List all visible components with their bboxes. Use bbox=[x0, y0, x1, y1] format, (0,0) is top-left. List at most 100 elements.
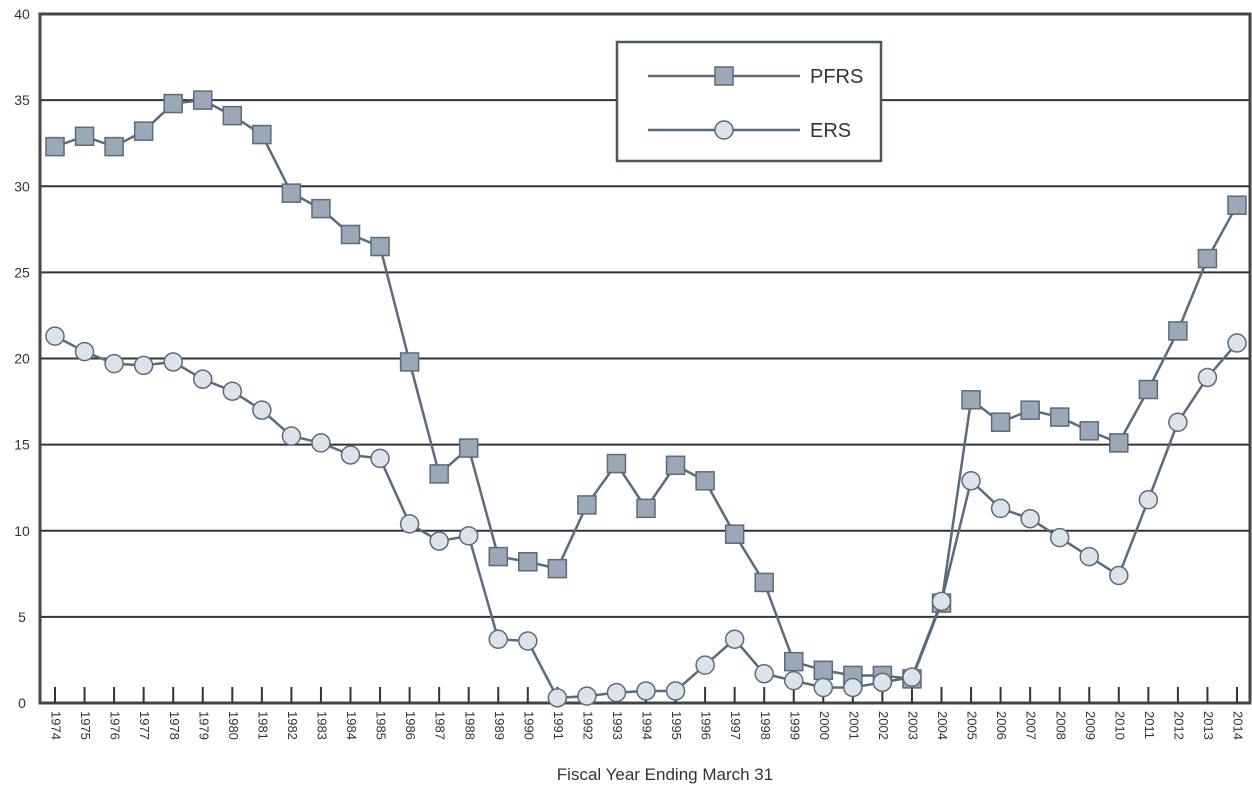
data-point bbox=[429, 531, 449, 551]
x-tick-label: 1988 bbox=[462, 711, 477, 740]
x-tick-label: 1985 bbox=[374, 711, 389, 740]
data-point bbox=[193, 369, 213, 389]
x-tick-label: 1995 bbox=[669, 711, 684, 740]
x-tick-label: 1975 bbox=[78, 711, 93, 740]
x-tick-label: 1990 bbox=[521, 711, 536, 740]
data-point bbox=[252, 124, 272, 145]
data-point bbox=[577, 495, 597, 515]
x-tick-label: 2005 bbox=[965, 711, 980, 740]
data-point bbox=[370, 448, 390, 469]
x-tick-label: 1994 bbox=[640, 711, 655, 740]
x-tick-label: 1981 bbox=[255, 711, 270, 740]
data-point bbox=[222, 381, 243, 401]
data-point bbox=[1109, 565, 1129, 586]
x-tick-label: 2003 bbox=[906, 711, 921, 740]
data-point bbox=[784, 651, 804, 672]
legend-label: ERS bbox=[810, 120, 851, 142]
x-tick-label: 1987 bbox=[433, 711, 448, 740]
data-point bbox=[399, 352, 420, 372]
data-point bbox=[74, 341, 95, 362]
x-tick-label: 1974 bbox=[49, 711, 64, 740]
data-point bbox=[606, 682, 627, 703]
data-point bbox=[163, 352, 183, 372]
data-point bbox=[1197, 367, 1218, 388]
y-tick-label: 30 bbox=[14, 178, 30, 194]
data-point bbox=[1227, 333, 1247, 353]
data-point bbox=[665, 455, 686, 476]
y-tick-label: 35 bbox=[14, 92, 30, 108]
data-point bbox=[281, 426, 302, 446]
data-point bbox=[1049, 527, 1070, 548]
x-tick-label: 2013 bbox=[1201, 711, 1216, 740]
data-point bbox=[577, 686, 597, 706]
data-point bbox=[281, 183, 302, 203]
y-tick-label: 20 bbox=[14, 351, 30, 367]
data-point bbox=[990, 412, 1011, 432]
data-point bbox=[1168, 321, 1188, 341]
data-point bbox=[636, 681, 656, 701]
x-tick-label: 1983 bbox=[315, 711, 330, 740]
x-tick-label: 1977 bbox=[137, 711, 152, 740]
data-point bbox=[163, 93, 183, 114]
data-point bbox=[104, 353, 124, 374]
x-tick-label: 1979 bbox=[196, 711, 211, 740]
x-tick-label: 1996 bbox=[699, 711, 714, 740]
y-tick-label: 0 bbox=[18, 695, 26, 711]
y-tick-label: 5 bbox=[18, 609, 26, 625]
data-point bbox=[370, 236, 390, 257]
data-point bbox=[458, 438, 479, 458]
data-point bbox=[606, 453, 627, 474]
legend-box bbox=[615, 40, 883, 163]
legend-marker bbox=[714, 120, 734, 140]
x-tick-label: 2010 bbox=[1112, 711, 1127, 740]
legend-label: PFRS bbox=[810, 66, 863, 88]
data-point bbox=[74, 126, 95, 147]
data-point bbox=[488, 546, 508, 567]
x-tick-label: 1992 bbox=[580, 711, 595, 740]
data-point bbox=[104, 136, 124, 157]
x-tick-label: 1976 bbox=[108, 711, 123, 740]
x-tick-label: 2001 bbox=[846, 711, 861, 740]
x-tick-label: 2012 bbox=[1171, 711, 1186, 740]
data-point bbox=[311, 198, 331, 219]
data-point bbox=[1138, 489, 1159, 510]
data-point bbox=[754, 572, 774, 593]
data-point bbox=[547, 688, 568, 708]
x-tick-label: 1997 bbox=[728, 711, 743, 740]
data-point bbox=[902, 667, 922, 687]
x-tick-label: 2007 bbox=[1024, 711, 1039, 740]
x-tick-label: 2004 bbox=[935, 711, 950, 740]
y-tick-label: 10 bbox=[14, 523, 30, 539]
data-point bbox=[1197, 248, 1218, 269]
data-point bbox=[636, 498, 656, 519]
x-tick-label: 1980 bbox=[226, 711, 241, 740]
x-tick-label: 1982 bbox=[285, 711, 300, 740]
y-tick-label: 40 bbox=[14, 6, 30, 22]
data-point bbox=[222, 105, 243, 126]
legend-marker bbox=[714, 66, 734, 86]
data-point bbox=[695, 471, 715, 491]
data-point bbox=[784, 670, 804, 691]
data-point bbox=[133, 121, 154, 141]
data-point bbox=[193, 90, 213, 110]
data-point bbox=[252, 400, 272, 420]
data-point bbox=[458, 526, 479, 546]
data-point bbox=[45, 136, 65, 157]
data-point bbox=[340, 224, 361, 245]
data-point bbox=[961, 471, 981, 491]
y-tick-label: 25 bbox=[14, 264, 30, 280]
x-tick-label: 1984 bbox=[344, 711, 359, 740]
data-point bbox=[1049, 407, 1070, 427]
data-point bbox=[990, 498, 1011, 519]
x-tick-label: 2008 bbox=[1053, 711, 1068, 740]
x-tick-label: 1986 bbox=[403, 711, 418, 740]
data-point bbox=[1020, 508, 1040, 529]
data-point bbox=[1138, 379, 1159, 400]
x-tick-label: 1998 bbox=[758, 711, 773, 740]
data-point bbox=[961, 390, 981, 410]
data-point bbox=[813, 660, 834, 681]
data-point bbox=[340, 445, 361, 465]
data-point bbox=[1079, 546, 1099, 567]
x-tick-label: 1991 bbox=[551, 711, 566, 740]
